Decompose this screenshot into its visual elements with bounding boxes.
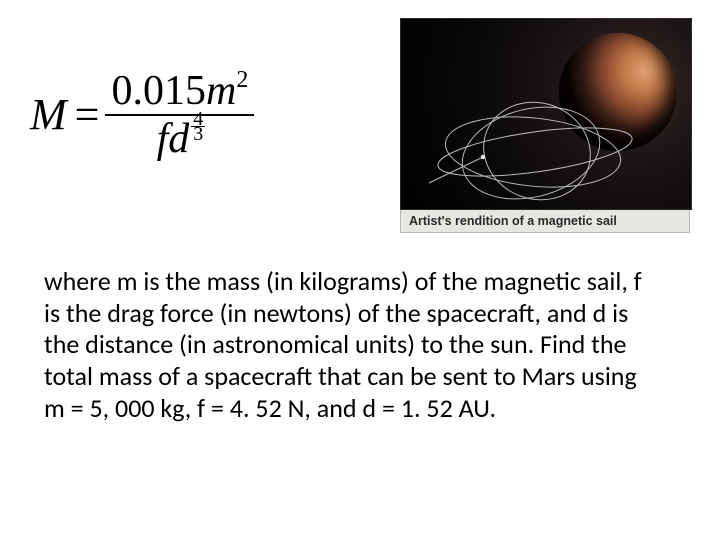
- illustration-caption: Artist's rendition of a magnetic sail: [400, 210, 690, 233]
- numerator-coef: 0.015: [111, 68, 206, 114]
- formula-equals: =: [73, 93, 106, 137]
- denominator-f: f: [157, 118, 169, 160]
- formula-fraction: 0.015m2 fd 4 3: [105, 68, 254, 162]
- formula-lhs: M: [30, 93, 73, 137]
- slide: M = 0.015m2 fd 4 3: [0, 0, 720, 540]
- formula-block: M = 0.015m2 fd 4 3: [30, 68, 370, 162]
- exp-denom: 3: [191, 127, 205, 141]
- numerator-var: m: [206, 68, 236, 114]
- formula-denominator: fd 4 3: [151, 116, 210, 162]
- body-paragraph: where m is the mass (in kilograms) of th…: [44, 266, 654, 425]
- numerator-exp: 2: [236, 67, 248, 93]
- illustration-image: [400, 18, 692, 210]
- equation: M = 0.015m2 fd 4 3: [30, 68, 370, 162]
- magnetic-sail-icon: [425, 97, 635, 207]
- top-row: M = 0.015m2 fd 4 3: [30, 18, 690, 238]
- formula-numerator: 0.015m2: [105, 68, 254, 116]
- denominator-d: d: [168, 118, 189, 160]
- illustration: Artist's rendition of a magnetic sail: [400, 18, 690, 233]
- denominator-exponent: 4 3: [191, 112, 205, 141]
